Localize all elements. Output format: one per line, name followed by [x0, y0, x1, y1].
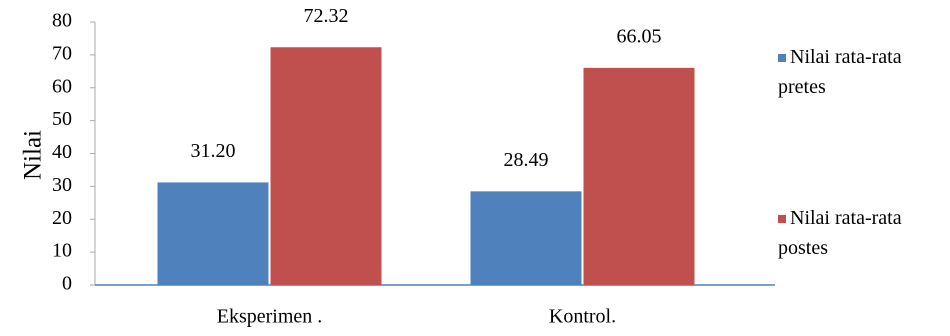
y-tick-label: 0 — [62, 273, 72, 295]
y-axis-title: Nilai — [20, 130, 47, 180]
legend-item: Nilai rata-rata postes — [778, 203, 948, 263]
legend-swatch — [778, 54, 786, 63]
legend-label: Nilai rata-rata pretes — [778, 46, 902, 98]
y-tick-label: 40 — [52, 141, 72, 163]
y-tick-label: 50 — [52, 108, 72, 130]
y-tick-label: 60 — [52, 75, 72, 97]
value-label: 28.49 — [504, 149, 549, 171]
legend-swatch — [778, 215, 786, 224]
y-tick-label: 70 — [52, 42, 72, 64]
y-tick-label: 10 — [52, 240, 72, 262]
x-tick-label: Kontrol. — [549, 306, 616, 328]
value-label: 31.20 — [191, 140, 236, 162]
y-tick-label: 80 — [52, 10, 72, 32]
bar — [270, 47, 382, 285]
value-label: 72.32 — [304, 5, 349, 27]
y-tick-label: 20 — [52, 207, 72, 229]
y-tick-label: 30 — [52, 174, 72, 196]
bar — [583, 67, 695, 285]
bar — [470, 191, 582, 285]
legend-item: Nilai rata-rata pretes — [778, 42, 948, 102]
bar — [157, 182, 269, 285]
value-label: 66.05 — [617, 25, 662, 47]
legend-label: Nilai rata-rata postes — [778, 207, 902, 259]
x-tick-label: Eksperimen . — [217, 306, 323, 328]
